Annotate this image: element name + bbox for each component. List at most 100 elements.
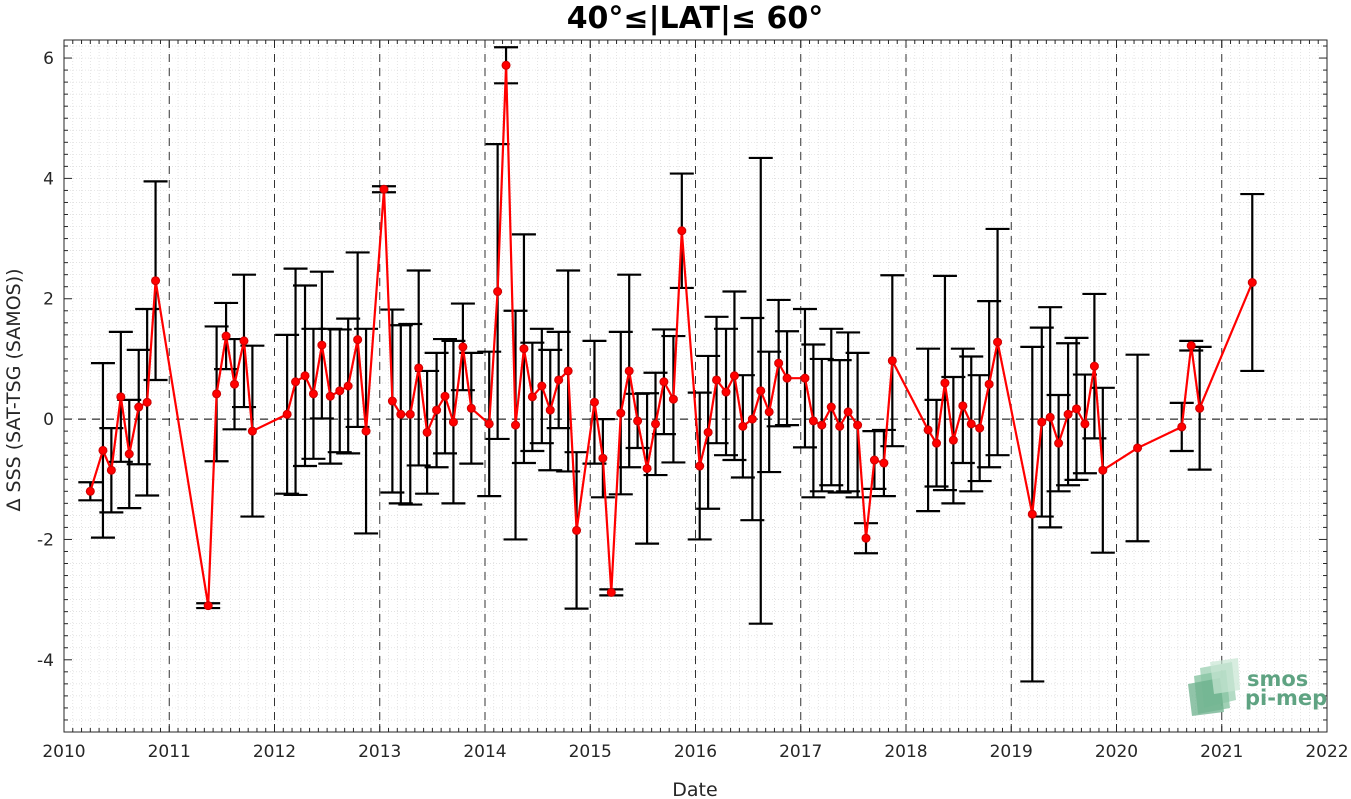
x-tick-label: 2022 — [1305, 742, 1348, 762]
data-point — [1063, 409, 1073, 419]
data-point — [98, 445, 108, 455]
data-point — [774, 358, 784, 368]
smos-pi-mep-logo: smos pi-mep — [1188, 658, 1327, 716]
data-point — [440, 391, 450, 401]
y-axis-label: Δ SSS (SAT-TSG (SAMOS)) — [3, 268, 25, 511]
data-point — [668, 394, 678, 404]
x-tick-label: 2016 — [674, 742, 717, 762]
data-point — [300, 371, 310, 381]
data-point — [651, 419, 661, 429]
data-point — [756, 386, 766, 396]
data-point — [335, 386, 345, 396]
x-tick-label: 2014 — [463, 742, 506, 762]
data-point — [134, 402, 144, 412]
x-tick-label: 2019 — [990, 742, 1033, 762]
data-point — [616, 408, 626, 418]
data-point — [606, 587, 616, 597]
data-point — [387, 396, 397, 406]
data-point — [853, 420, 863, 430]
data-point — [695, 461, 705, 471]
data-point — [677, 226, 687, 236]
data-point — [239, 336, 249, 346]
data-point — [308, 389, 318, 399]
data-point — [1133, 443, 1143, 453]
data-point — [747, 414, 757, 424]
data-point — [85, 486, 95, 496]
data-point — [396, 409, 406, 419]
data-point — [142, 397, 152, 407]
data-point — [1195, 403, 1205, 413]
x-tick-label: 2020 — [1095, 742, 1138, 762]
data-point — [379, 184, 389, 194]
x-tick-label: 2021 — [1200, 742, 1243, 762]
y-tick-label: -4 — [37, 651, 54, 671]
data-point — [808, 416, 818, 426]
data-point — [879, 458, 889, 468]
data-point — [106, 465, 116, 475]
data-point — [1089, 361, 1099, 371]
data-point — [633, 416, 643, 426]
data-point — [511, 420, 521, 430]
x-tick-label: 2018 — [884, 742, 927, 762]
data-point — [230, 379, 240, 389]
data-point — [212, 389, 222, 399]
y-tick-label: 2 — [43, 290, 54, 310]
data-point — [563, 366, 573, 376]
data-point — [861, 533, 871, 543]
data-point — [729, 371, 739, 381]
x-tick-label: 2010 — [42, 742, 85, 762]
data-point — [1177, 422, 1187, 432]
data-point — [124, 449, 134, 459]
data-point — [1045, 412, 1055, 422]
data-point — [361, 426, 371, 436]
data-point — [940, 378, 950, 388]
data-point — [554, 375, 564, 385]
y-tick-label: 0 — [43, 410, 54, 430]
x-tick-label: 2013 — [358, 742, 401, 762]
data-point — [405, 409, 415, 419]
data-point — [151, 276, 161, 286]
data-point — [466, 403, 476, 413]
data-point — [572, 525, 582, 535]
data-point — [221, 331, 231, 341]
data-point — [712, 375, 722, 385]
data-point — [598, 453, 608, 463]
data-point — [1037, 417, 1047, 427]
data-point — [589, 397, 599, 407]
data-point — [869, 455, 879, 465]
data-point — [501, 60, 511, 70]
data-point — [1072, 404, 1082, 414]
data-point — [432, 405, 442, 415]
y-tick-label: -2 — [37, 530, 54, 550]
logo-text-smos: smos — [1247, 667, 1308, 691]
x-tick-label: 2012 — [253, 742, 296, 762]
data-point — [247, 426, 257, 436]
data-point — [458, 342, 468, 352]
data-point — [116, 392, 126, 402]
data-point — [835, 421, 845, 431]
data-point — [703, 427, 713, 437]
data-point — [537, 381, 547, 391]
data-point — [493, 287, 503, 297]
data-point — [826, 402, 836, 412]
data-point — [325, 391, 335, 401]
data-point — [721, 387, 731, 397]
x-tick-label: 2017 — [779, 742, 822, 762]
data-point — [932, 438, 942, 448]
logo-cube-icon — [1188, 658, 1240, 716]
data-point — [843, 407, 853, 417]
data-point — [817, 420, 827, 430]
data-point — [948, 435, 958, 445]
data-point — [1247, 278, 1257, 288]
data-point — [1186, 341, 1196, 351]
data-point — [282, 409, 292, 419]
y-tick-labels: -4 -2 0 2 4 6 — [37, 49, 54, 671]
data-point — [422, 427, 432, 437]
data-point — [291, 377, 301, 387]
data-point — [764, 407, 774, 417]
data-point — [958, 401, 968, 411]
data-point — [519, 344, 529, 354]
data-point — [203, 601, 213, 611]
plot-frame — [63, 39, 1328, 733]
y-tick-label: 4 — [43, 169, 54, 189]
